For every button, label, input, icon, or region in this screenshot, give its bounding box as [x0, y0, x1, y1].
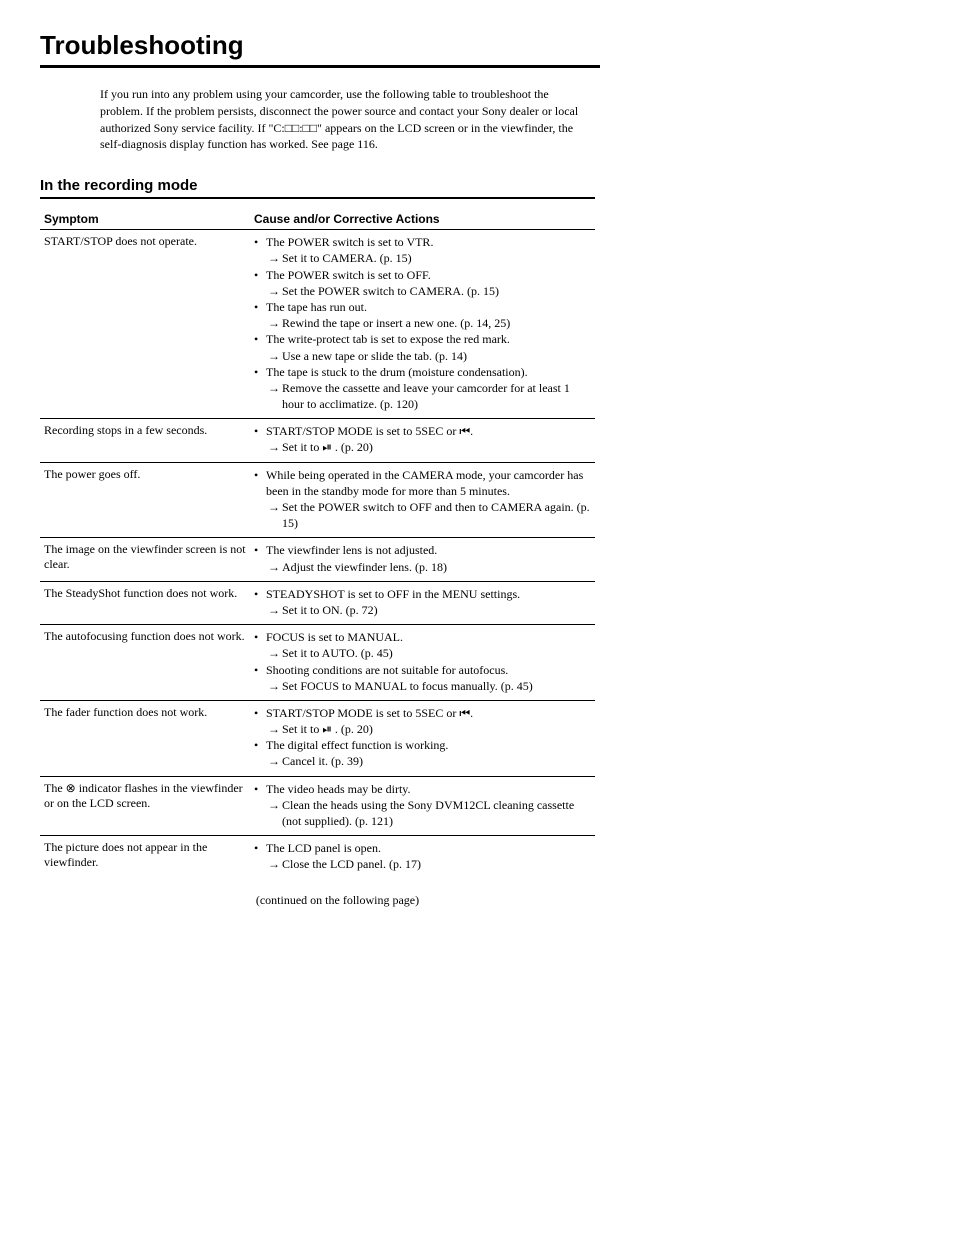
cause-cell: STEADYSHOT is set to OFF in the MENU set… — [250, 581, 595, 624]
symptom-cell: The fader function does not work. — [40, 700, 250, 776]
table-row: The ⊗ indicator flashes in the viewfinde… — [40, 776, 595, 836]
cause-cell: START/STOP MODE is set to 5SEC or ⏮.Set … — [250, 700, 595, 776]
action-item: Remove the cassette and leave your camco… — [254, 380, 591, 412]
action-item: Close the LCD panel. (p. 17) — [254, 856, 591, 872]
table-row: The autofocusing function does not work.… — [40, 625, 595, 701]
page-title: Troubleshooting — [40, 30, 600, 68]
intro-paragraph: If you run into any problem using your c… — [100, 86, 580, 153]
cause-item: While being operated in the CAMERA mode,… — [254, 467, 591, 499]
cause-item: The LCD panel is open. — [254, 840, 591, 856]
cause-cell: The POWER switch is set to VTR.Set it to… — [250, 230, 595, 419]
header-symptom: Symptom — [40, 209, 250, 230]
cause-cell: The video heads may be dirty.Clean the h… — [250, 776, 595, 836]
cause-item: The tape is stuck to the drum (moisture … — [254, 364, 591, 380]
cause-item: The viewfinder lens is not adjusted. — [254, 542, 591, 558]
table-row: The picture does not appear in the viewf… — [40, 836, 595, 879]
cause-cell: The LCD panel is open.Close the LCD pane… — [250, 836, 595, 879]
action-item: Set the POWER switch to CAMERA. (p. 15) — [254, 283, 591, 299]
cause-cell: While being operated in the CAMERA mode,… — [250, 462, 595, 538]
table-row: START/STOP does not operate.The POWER sw… — [40, 230, 595, 419]
symptom-cell: The ⊗ indicator flashes in the viewfinde… — [40, 776, 250, 836]
action-item: Adjust the viewfinder lens. (p. 18) — [254, 559, 591, 575]
cause-item: The write-protect tab is set to expose t… — [254, 331, 591, 347]
cause-item: The digital effect function is working. — [254, 737, 591, 753]
table-header-row: Symptom Cause and/or Corrective Actions — [40, 209, 595, 230]
cause-item: START/STOP MODE is set to 5SEC or ⏮. — [254, 423, 591, 439]
cause-item: Shooting conditions are not suitable for… — [254, 662, 591, 678]
cause-item: The POWER switch is set to OFF. — [254, 267, 591, 283]
cause-item: STEADYSHOT is set to OFF in the MENU set… — [254, 586, 591, 602]
header-cause: Cause and/or Corrective Actions — [250, 209, 595, 230]
action-item: Set it to ⏯ . (p. 20) — [254, 721, 591, 737]
cause-item: The POWER switch is set to VTR. — [254, 234, 591, 250]
action-item: Set it to ⏯ . (p. 20) — [254, 439, 591, 455]
symptom-cell: START/STOP does not operate. — [40, 230, 250, 419]
table-row: The power goes off.While being operated … — [40, 462, 595, 538]
cause-item: The video heads may be dirty. — [254, 781, 591, 797]
action-item: Cancel it. (p. 39) — [254, 753, 591, 769]
cause-cell: The viewfinder lens is not adjusted.Adju… — [250, 538, 595, 581]
section-title: In the recording mode — [40, 177, 595, 199]
action-item: Set FOCUS to MANUAL to focus manually. (… — [254, 678, 591, 694]
symptom-cell: The SteadyShot function does not work. — [40, 581, 250, 624]
symptom-cell: Recording stops in a few seconds. — [40, 419, 250, 462]
action-item: Set it to ON. (p. 72) — [254, 602, 591, 618]
action-item: Clean the heads using the Sony DVM12CL c… — [254, 797, 591, 829]
table-row: The SteadyShot function does not work.ST… — [40, 581, 595, 624]
action-item: Set it to CAMERA. (p. 15) — [254, 250, 591, 266]
cause-cell: FOCUS is set to MANUAL.Set it to AUTO. (… — [250, 625, 595, 701]
cause-item: The tape has run out. — [254, 299, 591, 315]
cause-item: FOCUS is set to MANUAL. — [254, 629, 591, 645]
action-item: Rewind the tape or insert a new one. (p.… — [254, 315, 591, 331]
troubleshooting-table: Symptom Cause and/or Corrective Actions … — [40, 209, 595, 878]
symptom-cell: The autofocusing function does not work. — [40, 625, 250, 701]
action-item: Use a new tape or slide the tab. (p. 14) — [254, 348, 591, 364]
table-row: The image on the viewfinder screen is no… — [40, 538, 595, 581]
symptom-cell: The picture does not appear in the viewf… — [40, 836, 250, 879]
action-item: Set it to AUTO. (p. 45) — [254, 645, 591, 661]
table-row: The fader function does not work.START/S… — [40, 700, 595, 776]
table-row: Recording stops in a few seconds.START/S… — [40, 419, 595, 462]
symptom-cell: The power goes off. — [40, 462, 250, 538]
continued-note: (continued on the following page) — [60, 893, 615, 908]
cause-cell: START/STOP MODE is set to 5SEC or ⏮.Set … — [250, 419, 595, 462]
symptom-cell: The image on the viewfinder screen is no… — [40, 538, 250, 581]
cause-item: START/STOP MODE is set to 5SEC or ⏮. — [254, 705, 591, 721]
action-item: Set the POWER switch to OFF and then to … — [254, 499, 591, 531]
